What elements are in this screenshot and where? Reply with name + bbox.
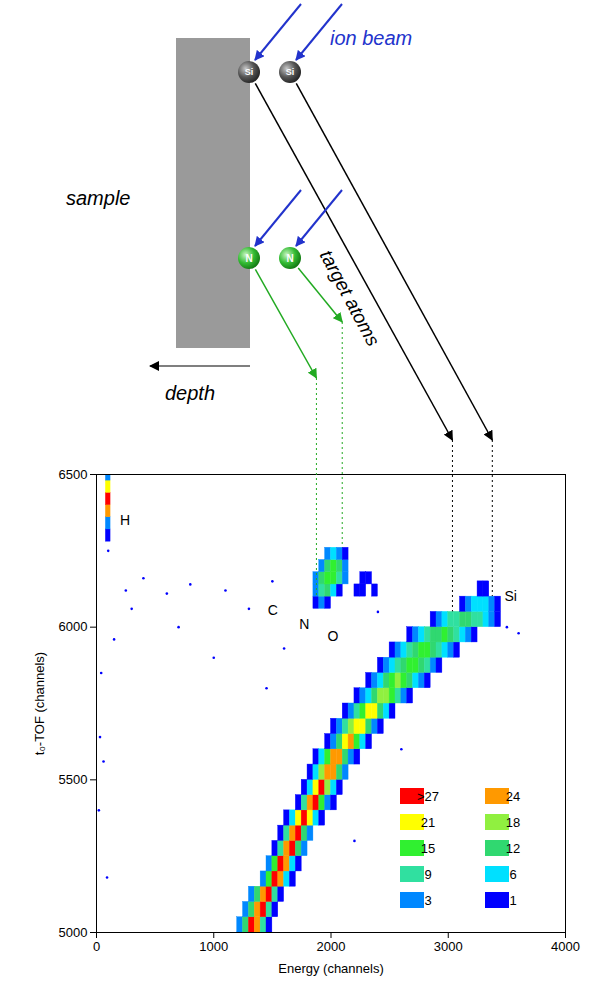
svg-text:Energy (channels): Energy (channels) [278,961,384,976]
svg-text:Si: Si [505,588,517,604]
svg-text:6000: 6000 [59,619,88,634]
svg-text:1000: 1000 [199,939,228,954]
svg-text:Si: Si [245,67,254,77]
svg-text:4000: 4000 [551,939,580,954]
svg-text:Si: Si [286,67,295,77]
svg-text:12: 12 [506,841,520,856]
svg-text:6: 6 [509,867,516,882]
svg-text:1: 1 [509,893,516,908]
svg-text:O: O [327,628,338,644]
svg-text:N: N [286,253,293,264]
svg-text:18: 18 [506,815,520,830]
svg-text:t₀-TOF (channels): t₀-TOF (channels) [32,652,47,755]
svg-text:C: C [268,602,278,618]
svg-text:6500: 6500 [59,467,88,482]
svg-text:21: 21 [421,815,435,830]
svg-text:3000: 3000 [434,939,463,954]
svg-text:target atoms: target atoms [316,247,384,351]
svg-text:H: H [120,512,130,528]
svg-text:2000: 2000 [317,939,346,954]
svg-text:15: 15 [421,841,435,856]
svg-text:24: 24 [506,789,520,804]
svg-text:0: 0 [93,939,100,954]
svg-text:sample: sample [66,187,130,209]
svg-text:5000: 5000 [59,925,88,940]
svg-text:>27: >27 [417,789,439,804]
svg-text:ion beam: ion beam [330,27,412,49]
svg-text:N: N [245,253,252,264]
svg-text:depth: depth [165,382,215,404]
svg-text:9: 9 [424,867,431,882]
svg-text:3: 3 [424,893,431,908]
svg-text:5500: 5500 [59,772,88,787]
svg-text:N: N [299,616,309,632]
